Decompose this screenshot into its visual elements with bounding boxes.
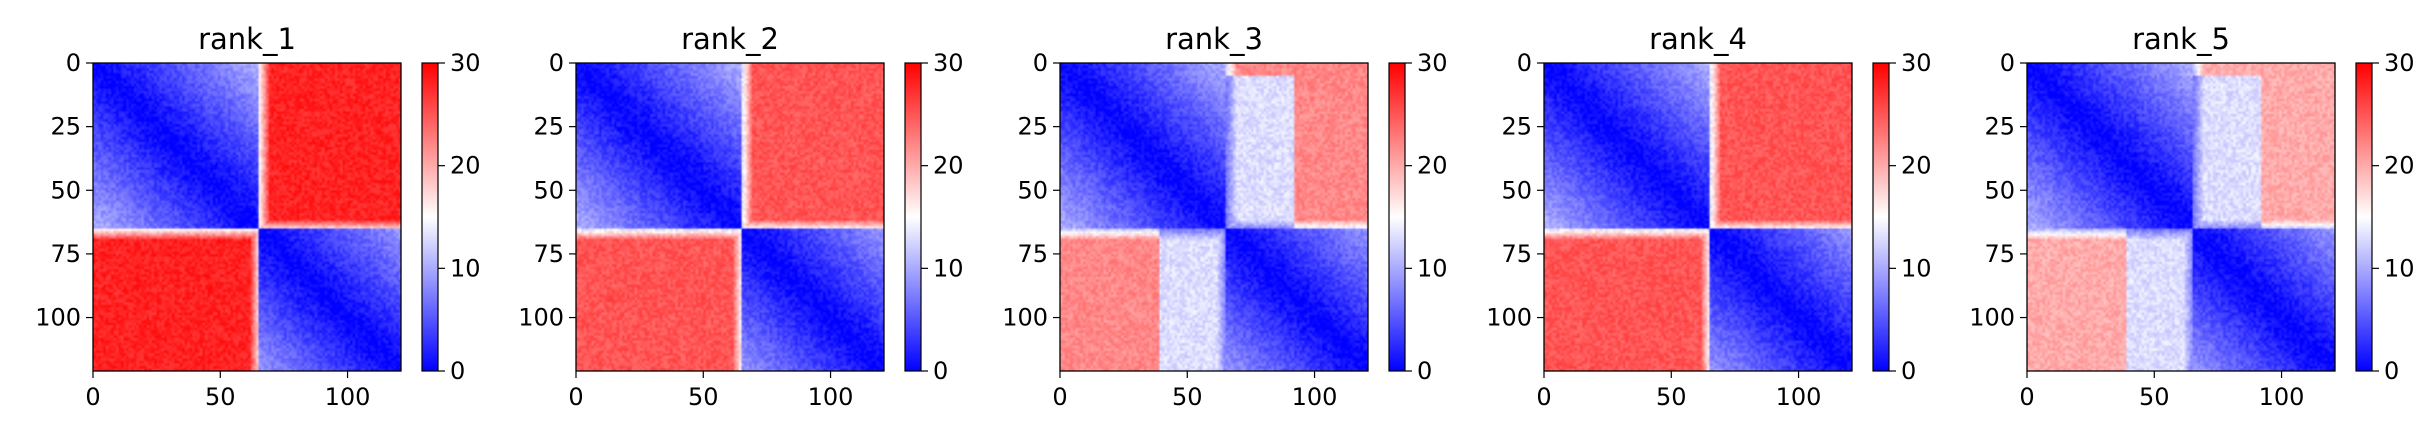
y-tick-label: 25 <box>1984 113 2015 141</box>
panel-title: rank_1 <box>198 22 296 56</box>
y-tick-label: 50 <box>1017 176 1048 204</box>
colorbar <box>904 62 922 372</box>
colorbar-tick-label: 20 <box>450 152 481 180</box>
axes-frame <box>1543 62 1853 372</box>
y-tick-label: 50 <box>50 176 81 204</box>
y-tick-label: 50 <box>1501 176 1532 204</box>
colorbar-tick-label: 0 <box>1417 357 1432 385</box>
x-tick-label: 0 <box>2019 383 2034 411</box>
colorbar-tick-label: 30 <box>1901 49 1932 77</box>
y-tick-label: 75 <box>1017 240 1048 268</box>
colorbar-tick-label: 30 <box>933 49 964 77</box>
colorbar <box>421 62 439 372</box>
colorbar-tick-label: 10 <box>1417 254 1448 282</box>
axes-frame <box>575 62 885 372</box>
colorbar-tick-label: 0 <box>2384 357 2399 385</box>
x-tick-label: 50 <box>2139 383 2170 411</box>
colorbar-tick-label: 10 <box>2384 254 2415 282</box>
y-tick-label: 0 <box>66 49 81 77</box>
panel-title: rank_3 <box>1165 22 1263 56</box>
y-tick-label: 0 <box>1517 49 1532 77</box>
x-tick-label: 100 <box>325 383 371 411</box>
y-tick-label: 25 <box>1501 113 1532 141</box>
heatmap-panel-2: rank_2 0 50 100 0 25 50 75 100 0 10 20 30 <box>518 22 963 411</box>
colorbar-tick-label: 20 <box>2384 152 2415 180</box>
x-tick-label: 100 <box>1292 383 1338 411</box>
colorbar-tick-label: 20 <box>1901 152 1932 180</box>
x-tick-label: 50 <box>688 383 719 411</box>
colorbar-tick-label: 10 <box>933 254 964 282</box>
heatmap-image <box>1060 63 1368 371</box>
y-tick-label: 100 <box>1969 304 2015 332</box>
colorbar-tick-label: 20 <box>1417 152 1448 180</box>
colorbar <box>2355 62 2373 372</box>
heatmap-image <box>576 63 884 371</box>
y-tick-label: 75 <box>533 240 564 268</box>
x-tick-label: 100 <box>2259 383 2305 411</box>
x-tick-label: 100 <box>1776 383 1822 411</box>
x-tick-label: 50 <box>1656 383 1687 411</box>
x-tick-label: 50 <box>1172 383 1203 411</box>
colorbar-tick-label: 0 <box>450 357 465 385</box>
colorbar-tick-label: 0 <box>933 357 948 385</box>
colorbar-tick-label: 20 <box>933 152 964 180</box>
y-tick-label: 100 <box>1486 304 1532 332</box>
y-tick-label: 25 <box>533 113 564 141</box>
panel-title: rank_5 <box>2132 22 2230 56</box>
axes-frame <box>1059 62 1369 372</box>
panel-title: rank_4 <box>1649 22 1747 56</box>
y-tick-label: 75 <box>1501 240 1532 268</box>
heatmap-image <box>2027 63 2335 371</box>
x-tick-label: 0 <box>1052 383 1067 411</box>
x-tick-label: 0 <box>1536 383 1551 411</box>
y-tick-label: 25 <box>50 113 81 141</box>
y-tick-label: 100 <box>518 304 564 332</box>
y-tick-label: 25 <box>1017 113 1048 141</box>
colorbar-tick-label: 30 <box>450 49 481 77</box>
colorbar-tick-label: 10 <box>1901 254 1932 282</box>
y-tick-label: 75 <box>50 240 81 268</box>
heatmap-panel-1: rank_1 0 50 100 0 25 50 75 100 0 10 20 30 <box>35 22 480 411</box>
x-tick-label: 100 <box>808 383 854 411</box>
axes-frame <box>2026 62 2336 372</box>
y-tick-label: 75 <box>1984 240 2015 268</box>
axes-frame <box>92 62 402 372</box>
y-tick-label: 0 <box>1033 49 1048 77</box>
y-tick-label: 0 <box>2000 49 2015 77</box>
y-tick-label: 50 <box>1984 176 2015 204</box>
y-tick-label: 100 <box>1002 304 1048 332</box>
heatmap-image <box>93 63 401 371</box>
x-tick-label: 0 <box>568 383 583 411</box>
colorbar-tick-label: 30 <box>2384 49 2415 77</box>
x-tick-label: 0 <box>85 383 100 411</box>
heatmap-panel-3: rank_3 0 50 100 0 25 50 75 100 0 10 20 30 <box>1002 22 1447 411</box>
colorbar-tick-label: 30 <box>1417 49 1448 77</box>
heatmap-panel-5: rank_5 0 50 100 0 25 50 75 100 0 10 20 30 <box>1969 22 2414 411</box>
x-tick-label: 50 <box>205 383 236 411</box>
panel-title: rank_2 <box>681 22 779 56</box>
y-tick-label: 100 <box>35 304 81 332</box>
colorbar-tick-label: 10 <box>450 254 481 282</box>
y-tick-label: 0 <box>549 49 564 77</box>
colorbar <box>1872 62 1890 372</box>
heatmap-panel-4: rank_4 0 50 100 0 25 50 75 100 0 10 20 30 <box>1486 22 1931 411</box>
y-tick-label: 50 <box>533 176 564 204</box>
heatmap-image <box>1544 63 1852 371</box>
colorbar <box>1388 62 1406 372</box>
colorbar-tick-label: 0 <box>1901 357 1916 385</box>
